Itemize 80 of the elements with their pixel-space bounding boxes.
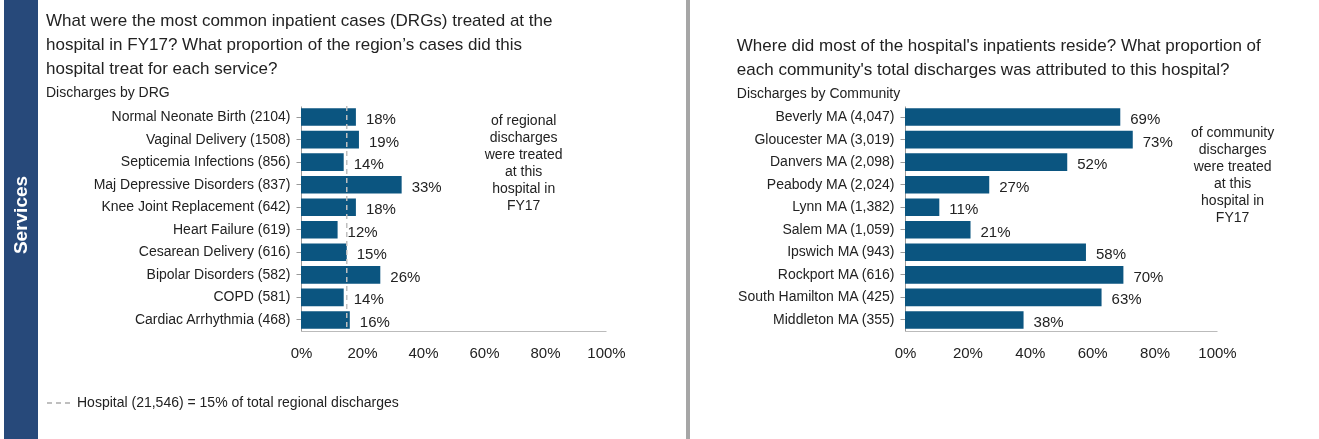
text: Discharges by DRG xyxy=(46,84,170,101)
y-tick-label: Vaginal Delivery (1508) xyxy=(146,130,291,147)
bar xyxy=(905,311,1024,329)
x-tick-label: 0% xyxy=(290,343,313,361)
y-tick-label: Salem MA (1,059) xyxy=(782,220,895,237)
data-label: 73% xyxy=(1142,132,1173,150)
y-tick-label: Gloucester MA (3,019) xyxy=(754,130,895,147)
y-tick-label: Rockport MA (616) xyxy=(777,265,895,282)
data-label: 58% xyxy=(1095,245,1126,263)
x-tick-label: 40% xyxy=(408,343,439,361)
y-tick-label: Heart Failure (619) xyxy=(173,220,291,237)
data-label: 16% xyxy=(359,312,390,330)
x-tick-label: 60% xyxy=(469,343,500,361)
y-tick-label: Knee Joint Replacement (642) xyxy=(101,198,291,215)
bar xyxy=(301,108,356,126)
data-label: 21% xyxy=(980,222,1011,240)
x-tick-label: 40% xyxy=(1015,343,1046,361)
y-tick-label: Cesarean Delivery (616) xyxy=(138,243,291,260)
x-tick-label: 100% xyxy=(587,343,626,361)
bar xyxy=(301,198,356,217)
y-tick-label: Peabody MA (2,024) xyxy=(766,175,895,192)
x-tick-label: 100% xyxy=(1198,343,1237,361)
y-tick-label: COPD (581) xyxy=(213,288,291,305)
y-tick-label: Ipswich MA (943) xyxy=(787,243,895,260)
data-label: 27% xyxy=(999,177,1030,195)
y-tick-label: Beverly MA (4,047) xyxy=(775,108,895,125)
y-tick-label: Normal Neonate Birth (2104) xyxy=(111,108,291,125)
bar xyxy=(905,243,1086,262)
bar xyxy=(905,220,971,239)
bar xyxy=(905,266,1124,284)
y-tick-label: Bipolar Disorders (582) xyxy=(146,265,291,282)
bar xyxy=(905,130,1133,149)
data-label: 38% xyxy=(1033,312,1064,330)
x-tick-label: 20% xyxy=(952,343,983,361)
data-label: 70% xyxy=(1133,267,1164,285)
chart-subtitle: Discharges by Community xyxy=(736,85,901,101)
chart-title: What were the most common inpatient cases (DRGs) treated at the hospital in FY17? What proportion of the region’s cases did this hospital treat for each service? xyxy=(46,11,553,79)
y-tick-label: Cardiac Arrhythmia (468) xyxy=(134,310,291,327)
data-label: 26% xyxy=(390,267,421,285)
data-label: 18% xyxy=(365,200,396,218)
x-tick-label: 80% xyxy=(530,343,561,361)
data-label: 19% xyxy=(368,132,399,150)
y-tick-label: Septicemia Infections (856) xyxy=(120,153,291,170)
bar xyxy=(301,288,344,307)
data-label: 69% xyxy=(1130,110,1161,128)
bar xyxy=(301,243,347,262)
annotation: of regional discharges were treated at this hospital in FY17 xyxy=(483,112,563,213)
data-label: 12% xyxy=(347,222,378,240)
y-tick-label: Danvers MA (2,098) xyxy=(770,153,895,170)
x-tick-label: 60% xyxy=(1077,343,1108,361)
text: Services xyxy=(10,175,32,255)
data-label: 63% xyxy=(1111,290,1142,308)
y-tick-label: Middleton MA (355) xyxy=(773,310,895,327)
bar xyxy=(905,108,1121,126)
data-label: 33% xyxy=(411,177,442,195)
legend-label: Hospital (21,546) = 15% of total regional discharges xyxy=(77,394,399,410)
annotation: of community discharges were treated at this hospital in FY17 xyxy=(1190,124,1275,225)
x-tick-label: 0% xyxy=(894,343,917,361)
bar xyxy=(905,288,1102,307)
x-tick-label: 80% xyxy=(1140,343,1171,361)
data-label: 11% xyxy=(949,200,979,218)
bar xyxy=(905,175,990,194)
y-tick-label: South Hamilton MA (425) xyxy=(738,288,895,305)
bar xyxy=(301,220,338,239)
bar xyxy=(301,311,350,329)
x-tick-label: 20% xyxy=(347,343,378,361)
data-label: 14% xyxy=(353,290,384,308)
y-tick-label: Lynn MA (1,382) xyxy=(792,198,895,215)
bar xyxy=(301,153,344,171)
bar xyxy=(905,153,1068,171)
y-tick-label: Maj Depressive Disorders (837) xyxy=(93,175,291,192)
data-label: 18% xyxy=(365,110,396,128)
bar xyxy=(301,175,402,194)
bar xyxy=(905,198,940,217)
bar xyxy=(301,266,381,284)
data-label: 52% xyxy=(1077,155,1108,173)
chart-title: Where did most of the hospital's inpatients reside? What proportion of each community's total discharges was attributed to this hospital? xyxy=(736,36,1262,79)
bar xyxy=(301,130,359,149)
data-label: 15% xyxy=(356,245,387,263)
data-label: 14% xyxy=(353,155,384,173)
